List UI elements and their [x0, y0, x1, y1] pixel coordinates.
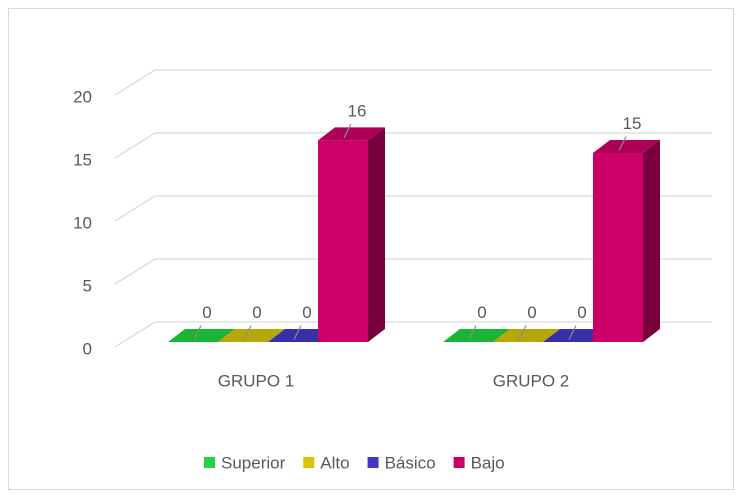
grid-line [114, 132, 712, 159]
bar [318, 127, 385, 343]
bar-top [318, 127, 385, 141]
y-tick-label: 10 [73, 213, 92, 232]
legend-label: Alto [320, 453, 349, 472]
x-tick-label: GRUPO 2 [493, 371, 570, 390]
leader-line [293, 325, 302, 340]
value-label: 0 [302, 303, 311, 322]
grid-line [114, 321, 712, 348]
bar-top [218, 329, 285, 342]
bar-top [443, 329, 510, 342]
bar-side [643, 140, 660, 342]
chart-frame [8, 8, 734, 490]
legend-swatch [453, 457, 465, 468]
value-label: 0 [252, 303, 261, 322]
grid-line [114, 69, 712, 96]
leader-line [193, 325, 202, 340]
leader-line [618, 136, 627, 151]
bar [593, 140, 660, 342]
bar [443, 329, 510, 342]
value-label: 0 [527, 303, 536, 322]
bar-side [368, 127, 385, 343]
grid-line [114, 258, 712, 285]
value-label: 15 [623, 114, 642, 133]
y-tick-label: 0 [83, 339, 92, 358]
leader-line [243, 325, 252, 340]
legend-swatch [204, 457, 215, 468]
value-label: 16 [348, 101, 367, 120]
x-tick-label: GRUPO 1 [218, 371, 295, 390]
bar-top [168, 329, 235, 342]
legend-label: Superior [221, 453, 286, 472]
value-label: 0 [477, 303, 486, 322]
leader-line [343, 123, 352, 139]
y-tick-label: 15 [73, 150, 92, 169]
bar-top [493, 329, 560, 342]
bar [168, 329, 235, 342]
legend-swatch [367, 457, 379, 468]
legend-label: Básico [385, 453, 436, 472]
bar-front [318, 140, 368, 342]
bar [493, 329, 560, 342]
leader-line [568, 325, 577, 340]
legend-swatch [303, 457, 315, 468]
bar-front [593, 153, 643, 342]
y-tick-label: 5 [83, 276, 92, 295]
value-label: 0 [577, 303, 586, 322]
bar-top [593, 140, 660, 153]
leader-line [518, 325, 527, 340]
bar [218, 329, 285, 342]
value-label: 0 [202, 303, 211, 322]
y-tick-label: 20 [73, 87, 92, 106]
grid-line [114, 195, 712, 222]
legend-label: Bajo [471, 453, 505, 472]
leader-line [468, 325, 477, 340]
